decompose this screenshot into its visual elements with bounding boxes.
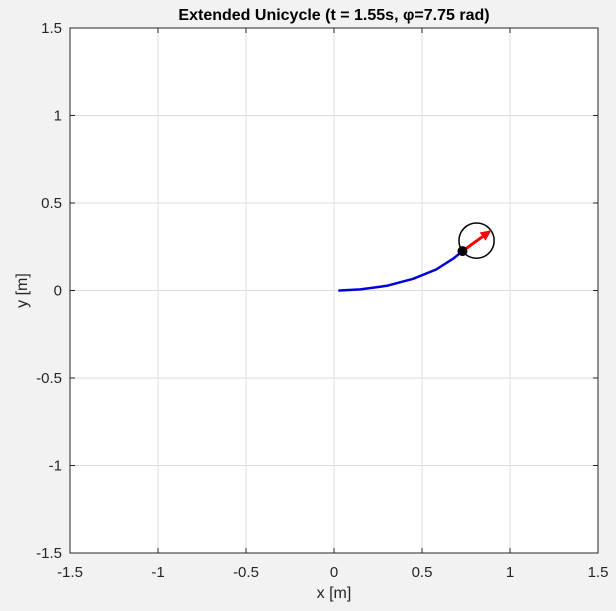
grid xyxy=(70,28,598,553)
robot-body-circle xyxy=(458,222,495,259)
y-tick-label: 0 xyxy=(54,283,62,300)
tick-labels: -1.5 -1 -0.5 0 0.5 1 1.5 -1.5 -1 -0.5 0 0.5 1 1.5 xyxy=(36,20,608,581)
y-tick-label: -1.5 xyxy=(36,545,62,562)
x-tick-label: 1.5 xyxy=(588,564,609,581)
chart-title: Extended Unicycle (t = 1.55s, φ=7.75 rad… xyxy=(178,7,489,24)
y-axis-label: y [m] xyxy=(14,273,31,308)
y-tick-label: 1 xyxy=(54,108,62,125)
heading-arrow-head xyxy=(479,230,492,241)
x-tick-label: 1 xyxy=(506,564,514,581)
x-tick-label: -1 xyxy=(151,564,164,581)
y-tick-label: -1 xyxy=(49,458,62,475)
x-tick-label: 0 xyxy=(330,564,338,581)
robot-position-marker xyxy=(457,246,468,257)
series-layer xyxy=(338,222,495,292)
trajectory-line xyxy=(338,249,464,292)
x-tick-label: -0.5 xyxy=(233,564,259,581)
x-axis-label: x [m] xyxy=(317,585,352,602)
x-tick-label: -1.5 xyxy=(57,564,83,581)
x-tick-label: 0.5 xyxy=(412,564,433,581)
ticks xyxy=(69,27,599,554)
y-tick-label: 1.5 xyxy=(41,20,62,37)
y-tick-label: -0.5 xyxy=(36,370,62,387)
y-tick-label: 0.5 xyxy=(41,195,62,212)
